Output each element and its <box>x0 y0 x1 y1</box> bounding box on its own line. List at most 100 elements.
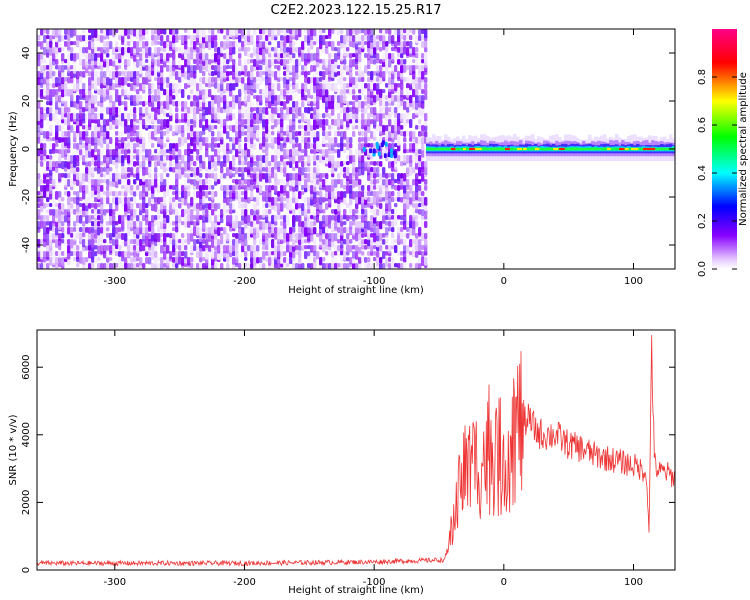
heatmap-cell <box>136 59 140 68</box>
heatmap-cell <box>130 239 134 245</box>
heatmap-cell <box>274 107 278 115</box>
heatmap-cell <box>283 89 287 97</box>
heatmap-cell <box>415 221 419 227</box>
heatmap-cell <box>304 95 308 101</box>
heatmap-cell <box>343 35 347 45</box>
heatmap-cell <box>352 107 356 114</box>
heatmap-cell <box>247 125 251 133</box>
heatmap-cell <box>274 155 278 162</box>
heatmap-cell <box>337 263 341 268</box>
heatmap-cell <box>388 137 392 142</box>
heatmap-cell <box>382 185 386 190</box>
heatmap-cell <box>43 29 47 34</box>
heatmap-cell <box>400 221 404 226</box>
heatmap-cell <box>73 251 77 256</box>
signal-peak-cell <box>607 147 611 151</box>
heatmap-cell <box>358 185 362 191</box>
heatmap-cell <box>229 41 233 47</box>
heatmap-cell <box>367 77 371 83</box>
heatmap-cell <box>373 71 377 76</box>
heatmap-cell <box>301 221 305 228</box>
heatmap-cell <box>112 71 116 80</box>
heatmap-cell <box>361 161 365 169</box>
heatmap-cell <box>241 101 245 106</box>
heatmap-cell <box>142 227 146 236</box>
heatmap-cell <box>316 29 320 34</box>
heatmap-cell <box>421 59 425 64</box>
heatmap-cell <box>259 71 263 78</box>
heatmap-cell <box>73 233 77 241</box>
heatmap-cell <box>370 185 374 192</box>
heatmap-cell <box>370 167 374 173</box>
heatmap-cell <box>211 131 215 137</box>
heatmap-cell <box>91 53 95 61</box>
heatmap-cell <box>220 239 224 245</box>
heatmap-cell <box>331 77 335 82</box>
heatmap-cell <box>310 101 314 107</box>
heatmap-cell <box>124 137 128 142</box>
heatmap-cell <box>334 119 338 127</box>
heatmap-cell <box>283 47 287 54</box>
heatmap-cell <box>250 113 254 120</box>
heatmap-cell <box>238 113 242 122</box>
heatmap-cell <box>97 35 101 42</box>
heatmap-cell <box>298 167 302 175</box>
heatmap-cell <box>238 137 242 143</box>
heatmap-cell <box>259 173 263 182</box>
heatmap-cell <box>100 173 104 178</box>
heatmap-cell <box>106 245 110 251</box>
heatmap-cell <box>367 71 371 76</box>
heatmap-cell <box>187 119 191 127</box>
heatmap-cell <box>400 59 404 66</box>
heatmap-cell <box>139 149 143 158</box>
heatmap-cell <box>109 59 113 66</box>
heatmap-cell <box>343 47 347 57</box>
heatmap-cell <box>154 251 158 258</box>
heatmap-cell <box>205 59 209 65</box>
heatmap-cell <box>364 143 368 148</box>
heatmap-cell <box>136 53 140 58</box>
heatmap-cell <box>325 35 329 40</box>
heatmap-cell <box>97 227 101 236</box>
heatmap-cell <box>346 113 350 122</box>
heatmap-cell <box>274 185 278 194</box>
heatmap-cell <box>361 41 365 49</box>
heatmap-cell <box>388 77 392 85</box>
heatmap-cell <box>322 113 326 119</box>
heatmap-cell <box>112 173 116 182</box>
heatmap-cell <box>262 167 266 172</box>
heatmap-cell <box>37 47 41 54</box>
heatmap-cell <box>61 35 65 42</box>
heatmap-cell <box>220 47 224 54</box>
heatmap-cell <box>166 257 170 266</box>
heatmap-cell <box>88 143 92 152</box>
heatmap-cell <box>409 215 413 222</box>
heatmap-cell <box>298 245 302 251</box>
heatmap-cell <box>271 215 275 225</box>
heatmap-cell <box>220 143 224 153</box>
heatmap-cell <box>97 185 101 194</box>
heatmap-cell <box>211 209 215 216</box>
heatmap-cell <box>367 191 371 197</box>
x-tick-label: -200 <box>233 577 256 588</box>
heatmap-cell <box>163 191 167 198</box>
heatmap-cell <box>289 131 293 138</box>
heatmap-cell <box>379 29 383 34</box>
heatmap-cell <box>331 119 335 126</box>
heatmap-cell <box>79 77 83 85</box>
heatmap-cell <box>193 131 197 140</box>
heatmap-cell <box>130 119 134 128</box>
signal-band-cell <box>657 147 661 151</box>
heatmap-cell <box>100 143 104 148</box>
heatmap-cell <box>382 29 386 36</box>
heatmap-cell <box>424 197 428 206</box>
heatmap-cell <box>262 203 266 208</box>
heatmap-cell <box>58 137 62 143</box>
heatmap-cell <box>313 77 317 86</box>
heatmap-cell <box>160 53 164 62</box>
heatmap-cell <box>211 95 215 101</box>
heatmap-cell <box>184 35 188 44</box>
heatmap-cell <box>100 191 104 199</box>
heatmap-cell <box>307 71 311 76</box>
heatmap-cell <box>295 83 299 93</box>
